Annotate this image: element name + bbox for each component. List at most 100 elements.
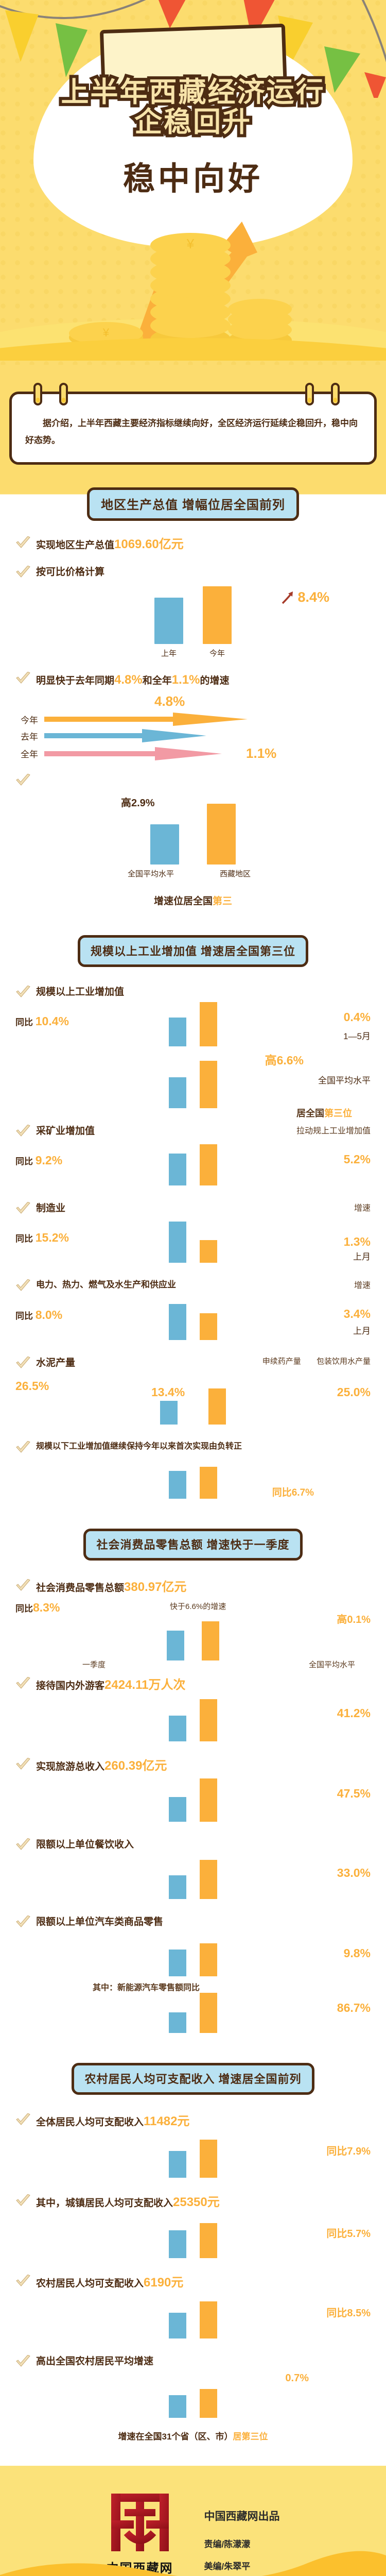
bar-a xyxy=(167,1631,184,1661)
chart-bars xyxy=(169,1304,217,1341)
hero-coins-arrow-art: ¥ ¥ xyxy=(0,222,386,361)
section-4-header-wrap: 农村居民人均可支配收入 增速居全国前列 xyxy=(0,2047,386,2098)
section-1-body: 实现地区生产总值1069.60亿元 按可比价格计算 上年 xyxy=(0,521,386,920)
hero-subtitle-text: 稳中向好 xyxy=(109,149,276,204)
stat-row-industry-va: 规模以上工业增加值 xyxy=(15,985,371,999)
hero-title-line1: 上半年西藏经济运行 xyxy=(58,74,327,111)
arrow-row-name: 今年 xyxy=(21,715,38,725)
stat-text: 实现地区生产总值1069.60亿元 xyxy=(36,535,184,553)
bar-b xyxy=(208,1388,226,1425)
bar-b xyxy=(200,2139,217,2178)
row-right-sub-label: 上月 xyxy=(353,1326,371,1336)
stat-value: 380.97亿元 xyxy=(124,1580,187,1595)
check-tick-icon xyxy=(16,1677,30,1689)
check-tick-icon xyxy=(16,986,30,997)
row-right-pct: 同比8.5% xyxy=(326,2308,371,2319)
chart-tourists: 41.2% xyxy=(15,1696,371,1745)
stat-value: 1069.60亿元 xyxy=(114,537,184,552)
section-3-header-wrap: 社会消费品零售总额 增速快于一季度 xyxy=(0,1513,386,1564)
row-left-pct: 15.2% xyxy=(35,1231,69,1245)
stat-text: 社会消费品零售总额380.97亿元 xyxy=(36,1578,186,1596)
chart-catering: 33.0% xyxy=(15,1854,371,1903)
bar-b xyxy=(200,1467,217,1499)
chart-bars xyxy=(169,1993,217,2033)
bar-b xyxy=(200,1313,217,1341)
chart-bars xyxy=(150,804,236,865)
hero-banner: 上半年西藏经济运行 企稳回升 稳中向好 ¥ ¥ xyxy=(0,0,386,392)
stat-text: 实现旅游总收入260.39亿元 xyxy=(36,1757,167,1774)
check-tick-icon xyxy=(16,565,30,578)
bar-tibet xyxy=(207,804,236,865)
bar-b xyxy=(200,1002,217,1047)
rank-prefix: 增速位居全国 xyxy=(153,896,213,907)
svg-text:¥: ¥ xyxy=(186,236,195,251)
stat-row-faster-than: 明显快于去年同期4.8%和全年1.1%的增速 xyxy=(15,671,371,688)
bar-a xyxy=(169,1304,186,1341)
bar-a xyxy=(169,1471,186,1499)
chart-gdp-arrows: 4.8% 今年 去年 全年 xyxy=(15,693,371,761)
stat-value-1: 4.8% xyxy=(114,672,143,687)
chart-utilities: 同比 8.0% 3.4% 上月 xyxy=(15,1295,371,1344)
row-right-sub: 上月 xyxy=(353,1252,371,1262)
chart-bars xyxy=(169,2301,217,2339)
bar-a xyxy=(169,2313,186,2339)
row-right-pct: 86.7% xyxy=(337,2001,371,2015)
chart-rural-residents: 同比8.5% xyxy=(15,2293,371,2343)
tibet-net-logo-icon xyxy=(111,2494,169,2552)
stat-text: 规模以下工业增加值继续保持今年以来首次实现由负转正 xyxy=(36,1442,242,1451)
stat-text: 明显快于去年同期4.8%和全年1.1%的增速 xyxy=(36,671,229,688)
arrow-shape-pink xyxy=(44,747,222,760)
rank-value: 第三 xyxy=(213,896,233,907)
arrow-row-name: 全年 xyxy=(21,750,38,760)
row-right-labels: 申续药产量 包装饮用水产量 xyxy=(262,1355,371,1366)
row-left-text: 同比 xyxy=(15,1234,33,1244)
stat-prefix: 按可比价格计算 xyxy=(36,566,105,578)
designer-credit: 美编/朱翠平 xyxy=(204,2561,251,2571)
stat-row-rural-residents: 农村居民人均可支配收入6190元 xyxy=(15,2274,371,2291)
row-mid-pct: 13.4% xyxy=(151,1385,185,1399)
row-right-pct: 同比5.7% xyxy=(326,2228,371,2240)
check-tick-icon xyxy=(16,2275,30,2286)
check-tick-icon xyxy=(16,536,30,549)
chart-bars xyxy=(169,1061,217,1109)
stat-row-comparable-price: 按可比价格计算 xyxy=(15,565,371,579)
chart-bars xyxy=(169,1144,217,1186)
arrow-shape-orange xyxy=(44,713,248,726)
editor-credit: 责编/陈濛濛 xyxy=(204,2539,251,2549)
row-left-label: 同比 10.4% xyxy=(15,1014,69,1028)
section-3-body: 社会消费品零售总额380.97亿元 同比8.3% 快于6.6%的增速 高0.1%… xyxy=(0,1564,386,2048)
stat-row-urban-residents: 其中，城镇居民人均可支配收入25350元 xyxy=(15,2193,371,2211)
stat-text: 其中，城镇居民人均可支配收入25350元 xyxy=(36,2193,220,2211)
arrow-shape-blue xyxy=(44,729,206,743)
stat-row-mining: 采矿业增加值 拉动规上工业增加值 xyxy=(15,1124,371,1138)
bar-a xyxy=(169,2150,186,2178)
hero-title-line2: 企稳回升 xyxy=(131,104,253,141)
chart-urban-residents: 同比5.7% xyxy=(15,2213,371,2262)
row-note: 其中：新能源汽车零售额同比 xyxy=(93,1984,200,1993)
row-right-pct: 高0.1% xyxy=(337,1614,371,1626)
bar-a xyxy=(169,1154,186,1186)
rank-mid: 31个省（区、市） xyxy=(162,2432,233,2442)
stat-row-retail-total: 社会消费品零售总额380.97亿元 xyxy=(15,1578,371,1596)
row-left-text: 同比 xyxy=(15,1604,33,1614)
bar-a xyxy=(169,1950,186,1977)
bar-a xyxy=(169,1715,186,1741)
stat-row-utilities: 电力、热力、燃气及水生产和供应业 增速 xyxy=(15,1278,371,1293)
stat-mid: 和全年 xyxy=(142,675,172,686)
bar-b xyxy=(200,2389,217,2418)
row-left-label: 同比 9.2% xyxy=(15,1154,62,1167)
stat-row-manufacturing: 制造业 增速 xyxy=(15,1201,371,1215)
chart-bars xyxy=(169,1778,217,1822)
check-tick-icon xyxy=(16,1838,30,1850)
bar-national-average xyxy=(150,824,179,865)
check-tick-icon xyxy=(16,2194,30,2206)
row-left-pct: 8.3% xyxy=(33,1601,60,1615)
row-mid-note: 快于6.6%的增速 xyxy=(170,1602,226,1612)
bar-a xyxy=(169,1797,186,1822)
stat-text: 高出全国农村居民平均增速 xyxy=(36,2356,154,2367)
stat-value: 6190元 xyxy=(144,2276,184,2290)
bar-b xyxy=(200,2301,217,2339)
arrow-bottom-label: 1.1% xyxy=(246,745,277,761)
check-tick-icon xyxy=(16,671,30,684)
check-tick-icon xyxy=(16,1125,30,1137)
